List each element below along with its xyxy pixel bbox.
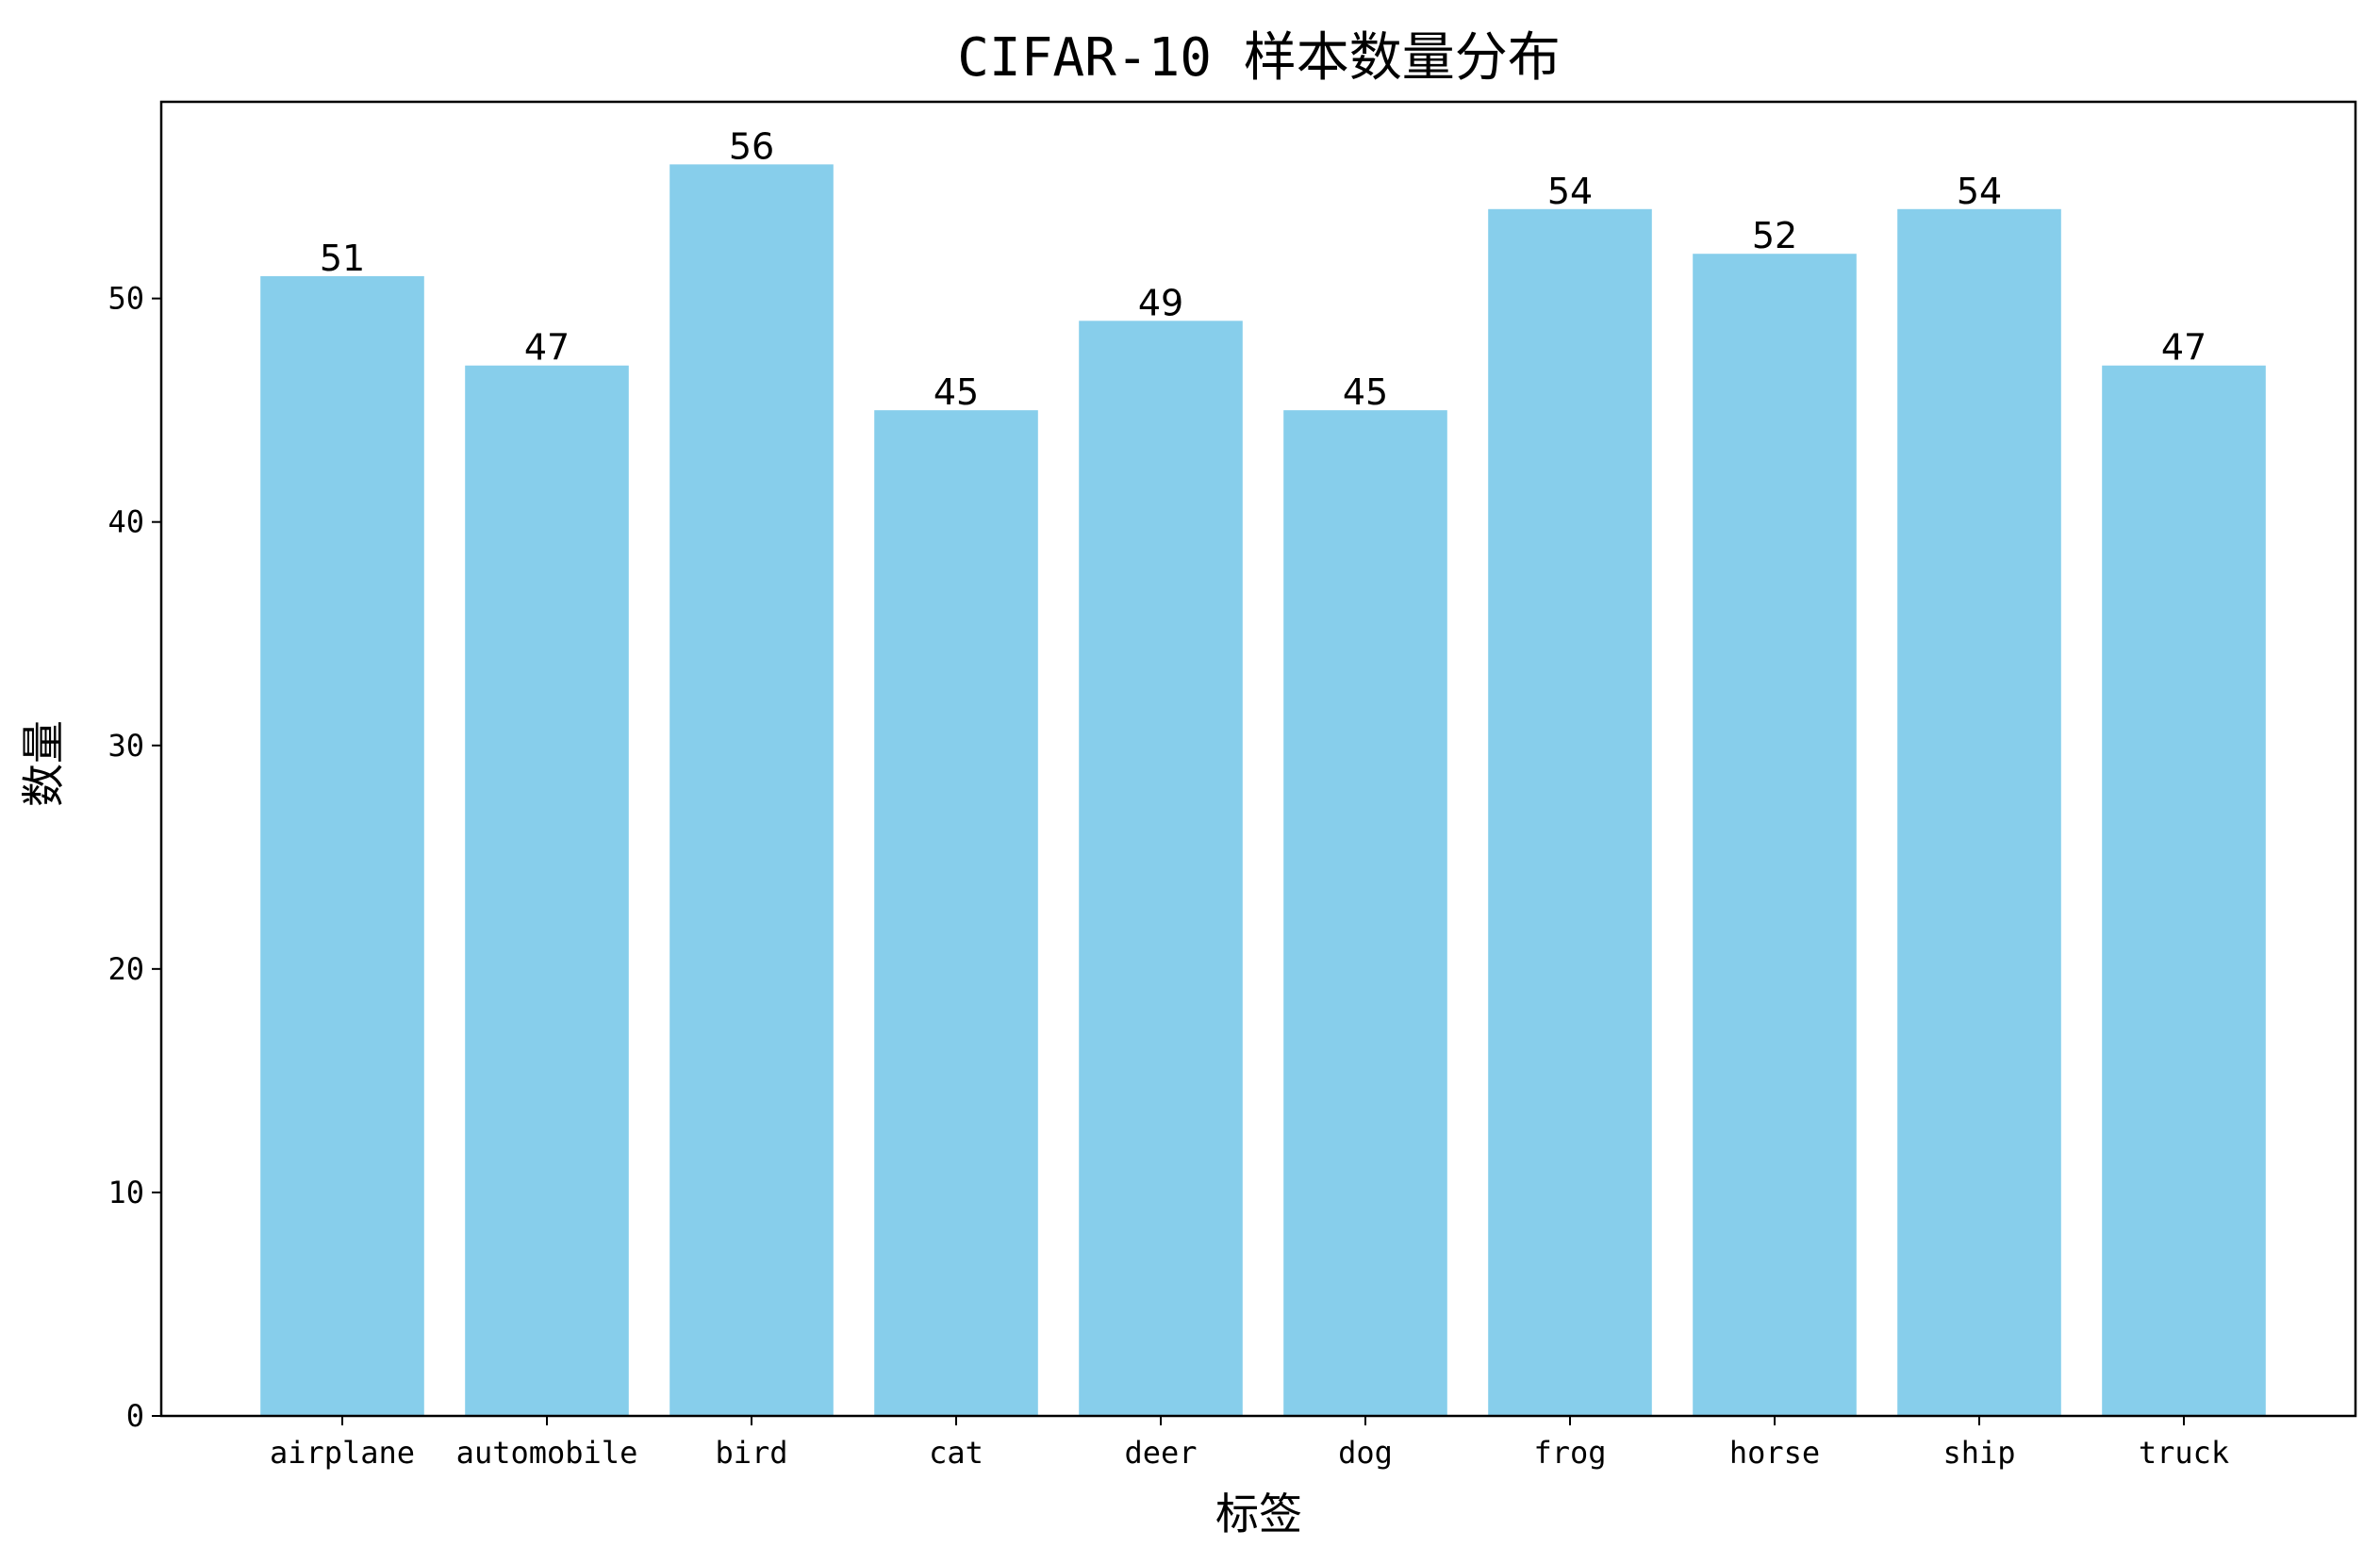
bar-frog	[1488, 208, 1652, 1417]
x-tick-label-ship: ship	[1942, 1435, 2015, 1471]
y-tick-label-0: 0	[126, 1398, 144, 1434]
y-tick-label-50: 50	[107, 281, 144, 317]
y-tick-label-40: 40	[107, 504, 144, 540]
x-tick-label-deer: deer	[1124, 1435, 1197, 1471]
bar-dog	[1283, 410, 1447, 1416]
chart-title: CIFAR-10 样本数量分布	[957, 27, 1560, 89]
bars-layer	[260, 164, 2266, 1417]
bar-cat	[874, 410, 1038, 1416]
plot-frame	[159, 100, 2357, 1418]
data-label-cat: 45	[934, 371, 979, 413]
bar-deer	[1079, 321, 1243, 1416]
bar-horse	[1693, 254, 1857, 1416]
data-label-bird: 56	[729, 125, 774, 167]
data-label-horse: 52	[1752, 215, 1797, 256]
x-tick-label-bird: bird	[715, 1435, 787, 1471]
x-tick-label-dog: dog	[1338, 1435, 1393, 1471]
data-label-ship: 54	[1957, 171, 2002, 212]
data-label-dog: 45	[1343, 371, 1388, 413]
bar-bird	[669, 164, 834, 1416]
bar-ship	[1897, 208, 2061, 1417]
data-label-truck: 47	[2161, 327, 2206, 369]
x-tick-label-truck: truck	[2139, 1435, 2229, 1471]
x-tick-label-horse: horse	[1729, 1435, 1820, 1471]
data-labels-layer: 51 47 56 45 49 45 54 52 54 47	[320, 125, 2206, 413]
bar-airplane	[260, 275, 424, 1417]
data-label-deer: 49	[1138, 282, 1183, 323]
y-axis-ticks: 0 10 20 30 40 50	[107, 281, 161, 1434]
bar-automobile	[465, 365, 629, 1416]
data-label-automobile: 47	[524, 327, 570, 369]
x-tick-label-airplane: airplane	[270, 1435, 415, 1471]
bar-truck	[2102, 365, 2266, 1416]
y-tick-label-20: 20	[107, 951, 144, 987]
y-tick-label-10: 10	[107, 1175, 144, 1210]
y-axis-title: 数量	[18, 720, 69, 807]
data-label-frog: 54	[1547, 171, 1593, 212]
x-tick-label-cat: cat	[929, 1435, 983, 1471]
x-axis-ticks: airplane automobile bird cat deer dog frog hors…	[270, 1416, 2229, 1471]
x-tick-label-automobile: automobile	[456, 1435, 638, 1471]
x-tick-label-frog: frog	[1533, 1435, 1606, 1471]
x-axis-title: 标签	[1215, 1489, 1302, 1539]
data-label-airplane: 51	[320, 238, 365, 279]
y-tick-label-30: 30	[107, 728, 144, 764]
